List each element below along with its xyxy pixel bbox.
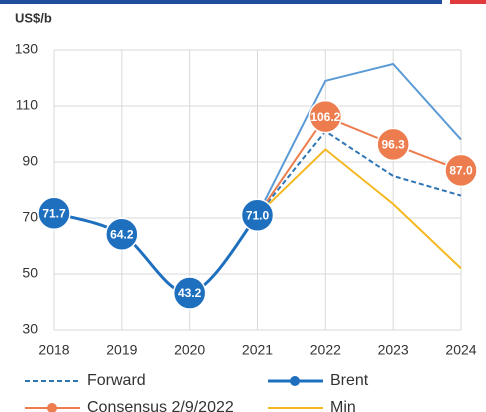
data-point	[308, 99, 343, 134]
x-tick-label: 2023	[378, 342, 409, 358]
top-bar-accent	[450, 0, 486, 4]
x-tick-label: 2018	[38, 342, 69, 358]
data-label: 106.2	[310, 110, 340, 124]
data-point	[444, 153, 478, 188]
data-point	[172, 276, 207, 310]
data-label: 64.2	[110, 227, 134, 241]
x-tick-label: 2020	[174, 342, 205, 358]
series-line	[256, 115, 462, 216]
data-label: 87.0	[449, 164, 473, 178]
y-tick-label: 110	[16, 97, 39, 113]
x-tick-label: 2019	[106, 342, 137, 358]
y-tick-label: 30	[22, 321, 38, 337]
x-tick-label: 2021	[242, 342, 273, 358]
legend-label: Brent	[330, 372, 369, 389]
y-tick-label: 90	[22, 153, 38, 169]
legend-label: Consensus 2/9/2022	[87, 399, 234, 412]
legend-label: Min	[330, 399, 356, 412]
series-line	[256, 129, 462, 216]
series-line	[256, 62, 462, 216]
legend-marker	[47, 403, 57, 412]
top-bar	[0, 0, 442, 4]
series-line	[256, 148, 462, 270]
data-label: 43.2	[178, 286, 202, 300]
legend-label: Forward	[87, 372, 146, 389]
data-point	[37, 196, 71, 230]
x-tick-label: 2022	[310, 342, 341, 358]
y-tick-label: 70	[22, 209, 38, 225]
data-label: 71.0	[246, 208, 270, 222]
unit-label: US$/b	[15, 10, 52, 25]
x-tick-label: 2024	[445, 342, 476, 358]
data-point	[376, 127, 410, 162]
data-label: 96.3	[381, 138, 405, 152]
data-label: 71.7	[42, 206, 66, 220]
y-tick-label: 50	[22, 265, 38, 281]
y-tick-label: 130	[15, 41, 39, 57]
data-point	[105, 217, 139, 251]
data-point	[240, 198, 275, 232]
series-line	[53, 211, 259, 295]
legend-marker	[290, 376, 300, 386]
